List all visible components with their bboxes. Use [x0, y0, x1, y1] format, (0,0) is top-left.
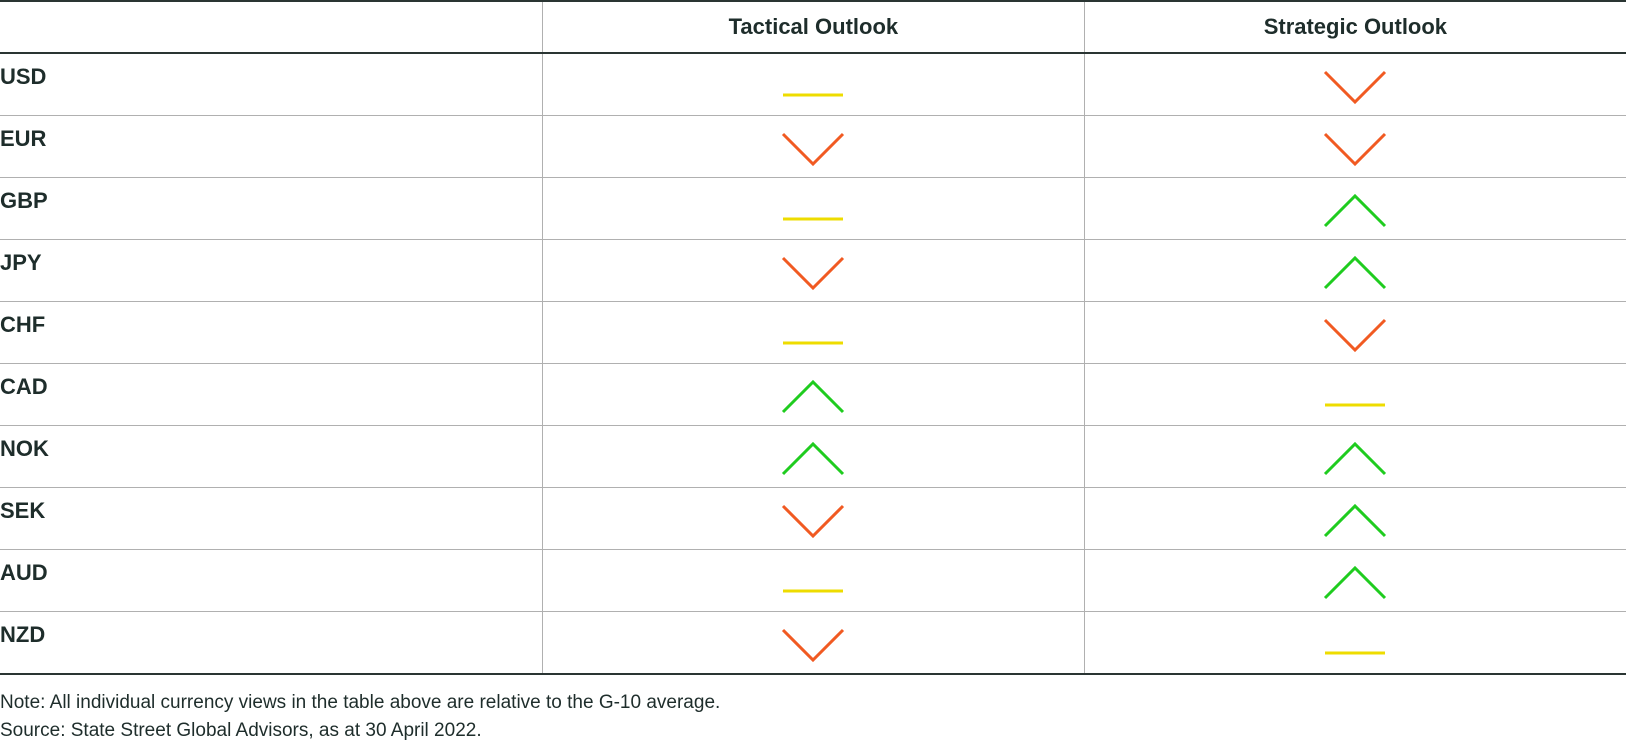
outlook-cell — [1083, 487, 1626, 550]
outlook-cell — [542, 549, 1085, 612]
notes: Note: All individual currency views in t… — [0, 689, 1626, 745]
outlook-cell — [542, 487, 1085, 550]
outlook-cell — [542, 239, 1085, 302]
outlook-cell — [1083, 425, 1626, 488]
down-arrow — [1324, 318, 1387, 352]
currency-label: AUD — [0, 549, 543, 612]
table-row: JPY — [0, 239, 1626, 302]
outlook-cell — [542, 425, 1085, 488]
outlook-cell — [1083, 363, 1626, 426]
up-arrow — [1324, 441, 1387, 475]
outlook-cell — [1083, 611, 1626, 674]
currency-label: NOK — [0, 425, 543, 488]
up-arrow — [1324, 503, 1387, 537]
up-arrow — [1324, 565, 1387, 599]
neutral-line — [1325, 403, 1386, 406]
table-body: USD EUR GBP JPY CHF CAD NOK SEK AUD NZD — [0, 53, 1626, 674]
note: Source: State Street Global Advisors, as… — [0, 720, 482, 741]
down-arrow — [782, 132, 845, 166]
outlook-cell — [542, 53, 1085, 116]
table-row: GBP — [0, 177, 1626, 240]
currency-label: SEK — [0, 487, 543, 550]
outlook-cell — [542, 363, 1085, 426]
neutral-line — [783, 341, 844, 344]
outlook-cell — [1083, 549, 1626, 612]
currency-label: CHF — [0, 301, 543, 364]
down-arrow — [782, 628, 845, 662]
table-row: SEK — [0, 487, 1626, 550]
currency-label: EUR — [0, 115, 543, 178]
currency-label: JPY — [0, 239, 543, 302]
outlook-cell — [1083, 239, 1626, 302]
outlook-cell — [542, 301, 1085, 364]
table-row: NOK — [0, 425, 1626, 488]
header-row: Tactical Outlook Strategic Outlook — [0, 1, 1626, 54]
currency-label: USD — [0, 64, 47, 89]
down-arrow — [782, 504, 845, 538]
outlook-cell — [542, 177, 1085, 240]
outlook-cell — [1083, 53, 1626, 116]
table-row: AUD — [0, 549, 1626, 612]
up-arrow — [782, 441, 845, 475]
outlook-table: Tactical Outlook Strategic Outlook USD EU… — [0, 0, 1626, 675]
outlook-cell — [542, 611, 1085, 674]
outlook-cell — [542, 115, 1085, 178]
currency-label: GBP — [0, 177, 543, 240]
down-arrow — [1324, 70, 1387, 104]
up-arrow — [1324, 193, 1387, 227]
neutral-line — [1325, 651, 1386, 654]
down-arrow — [782, 256, 845, 290]
table-row: USD — [0, 53, 1626, 116]
outlook-cell — [1083, 301, 1626, 364]
header-cell: Strategic Outlook — [1083, 1, 1626, 54]
outlook-cell — [1083, 177, 1626, 240]
currency-label: CAD — [0, 363, 543, 426]
neutral-line — [783, 217, 844, 220]
up-arrow — [1324, 255, 1387, 289]
header-cell — [0, 1, 543, 54]
header-cell: Tactical Outlook — [542, 1, 1085, 54]
table-row: NZD — [0, 611, 1626, 674]
neutral-line — [783, 589, 844, 592]
outlook-cell — [1083, 115, 1626, 178]
table-row: EUR — [0, 115, 1626, 178]
table-row: CAD — [0, 363, 1626, 426]
neutral-line — [783, 93, 844, 96]
currency-label: NZD — [0, 611, 543, 674]
up-arrow — [782, 379, 845, 413]
note: Note: All individual currency views in t… — [0, 692, 721, 713]
table-row: CHF — [0, 301, 1626, 364]
down-arrow — [1324, 132, 1387, 166]
